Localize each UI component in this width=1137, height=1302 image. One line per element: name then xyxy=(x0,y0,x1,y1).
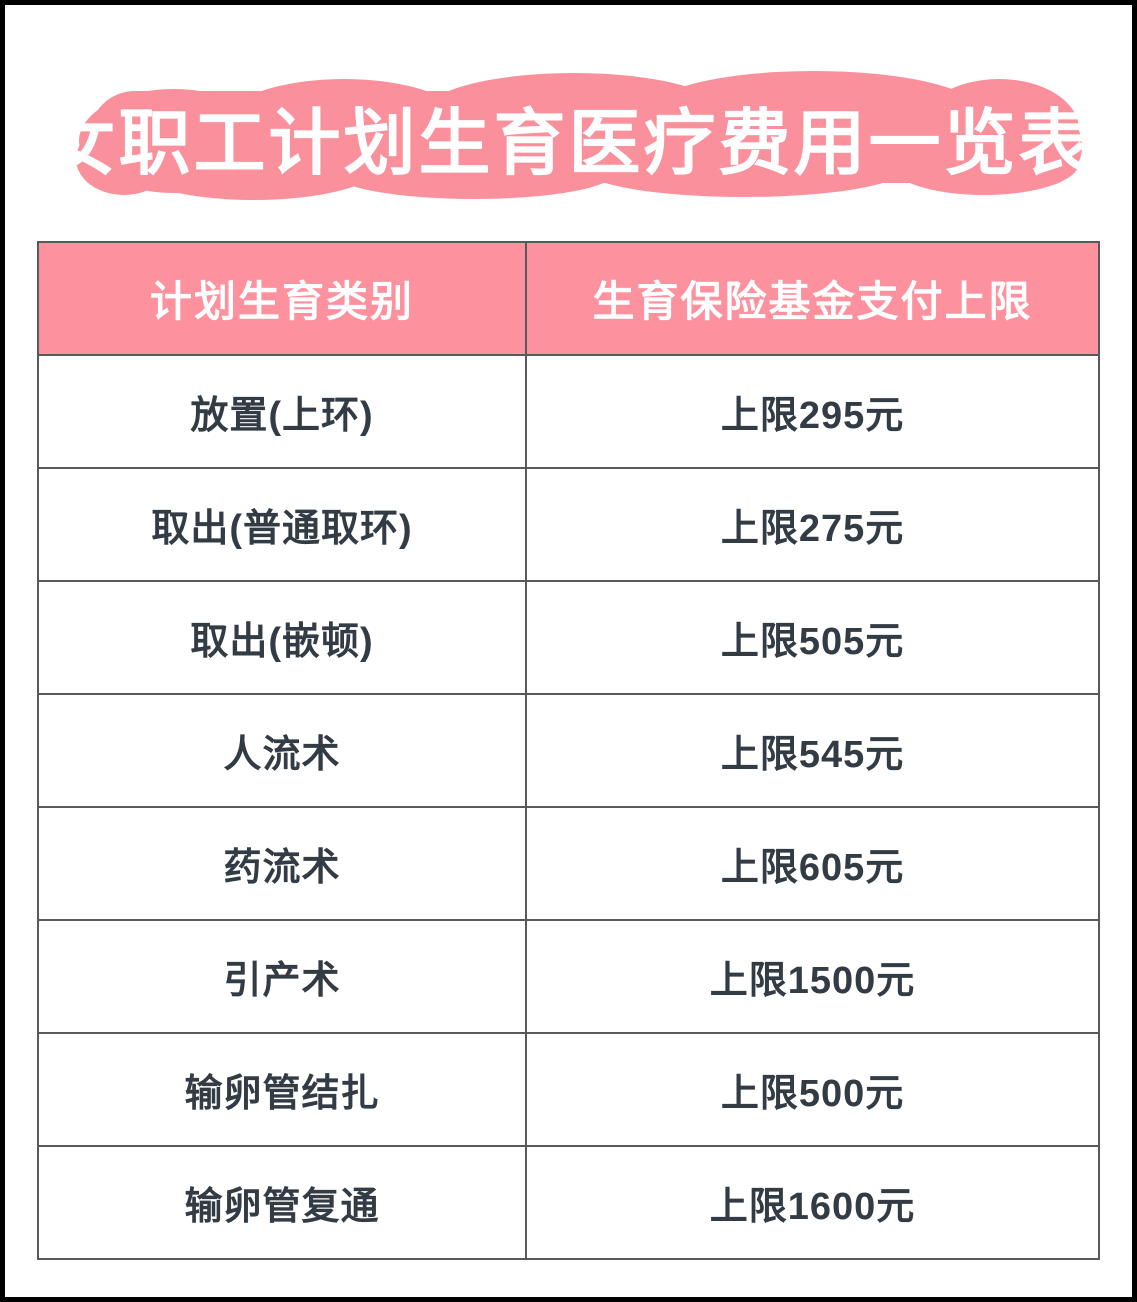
category-cell: 取出(嵌顿) xyxy=(36,580,528,695)
limit-cell: 上限545元 xyxy=(525,693,1100,808)
fee-table: 计划生育类别 生育保险基金支付上限 放置(上环) 上限295元 取出(普通取环)… xyxy=(36,241,1100,1260)
limit-cell: 上限275元 xyxy=(525,467,1100,582)
category-cell: 输卵管复通 xyxy=(36,1145,528,1260)
table-row: 输卵管复通 上限1600元 xyxy=(36,1145,1100,1260)
limit-cell: 上限1500元 xyxy=(525,919,1100,1034)
category-cell: 药流术 xyxy=(36,806,528,921)
table-row: 引产术 上限1500元 xyxy=(36,919,1100,1034)
title-banner: 女职工计划生育医疗费用一览表 xyxy=(43,71,1094,201)
limit-cell: 上限500元 xyxy=(525,1032,1100,1147)
category-column-header: 计划生育类别 xyxy=(36,241,528,356)
title-blob-shape xyxy=(75,71,1082,200)
limit-cell: 上限1600元 xyxy=(525,1145,1100,1260)
table-header-row: 计划生育类别 生育保险基金支付上限 xyxy=(36,241,1100,356)
table-row: 人流术 上限545元 xyxy=(36,693,1100,808)
table-row: 取出(普通取环) 上限275元 xyxy=(36,467,1100,582)
limit-column-header: 生育保险基金支付上限 xyxy=(525,241,1100,356)
category-cell: 引产术 xyxy=(36,919,528,1034)
table-row: 药流术 上限605元 xyxy=(36,806,1100,921)
limit-cell: 上限505元 xyxy=(525,580,1100,695)
limit-cell: 上限295元 xyxy=(525,354,1100,469)
table-row: 输卵管结扎 上限500元 xyxy=(36,1032,1100,1147)
page-title: 女职工计划生育医疗费用一览表 xyxy=(43,103,1094,184)
table-row: 放置(上环) 上限295元 xyxy=(36,354,1100,469)
category-cell: 输卵管结扎 xyxy=(36,1032,528,1147)
limit-cell: 上限605元 xyxy=(525,806,1100,921)
table-row: 取出(嵌顿) 上限505元 xyxy=(36,580,1100,695)
category-cell: 放置(上环) xyxy=(36,354,528,469)
category-cell: 取出(普通取环) xyxy=(36,467,528,582)
category-cell: 人流术 xyxy=(36,693,528,808)
